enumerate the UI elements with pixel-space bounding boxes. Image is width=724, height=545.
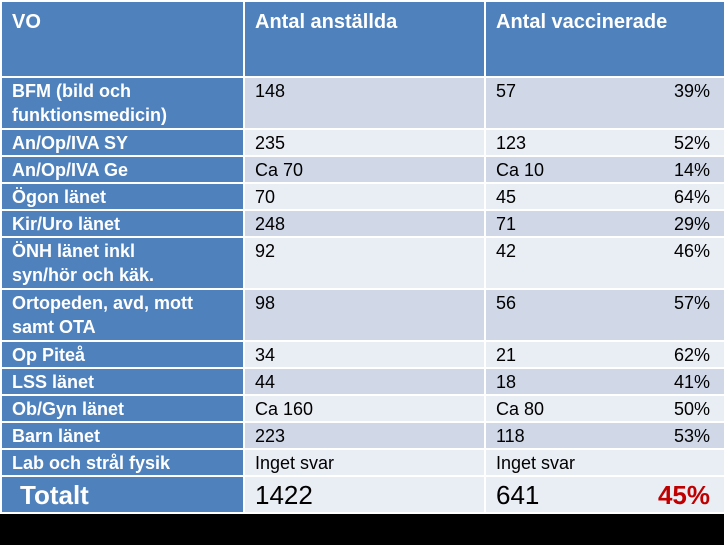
employees-cell: Ca 70 bbox=[243, 155, 486, 184]
table-body: BFM (bild och funktionsmedicin) 148 57 39% An… bbox=[0, 76, 724, 514]
table-row: Ob/Gyn länet Ca 160 Ca 80 50% bbox=[0, 394, 724, 423]
vaccinated-percent: 57% bbox=[673, 293, 710, 313]
employees-cell: Inget svar bbox=[243, 448, 486, 477]
vaccinated-count: 118 bbox=[496, 426, 525, 446]
vo-cell: BFM (bild och funktionsmedicin) bbox=[0, 76, 245, 130]
vaccinated-count: Ca 10 bbox=[496, 160, 545, 180]
vo-label-line: Op Piteå bbox=[12, 345, 86, 365]
vaccinated-count: 71 bbox=[496, 214, 517, 234]
vo-label-line: LSS länet bbox=[12, 372, 95, 392]
vo-cell: Kir/Uro länet bbox=[0, 209, 245, 238]
vaccinated-percent: 62% bbox=[673, 345, 710, 365]
vo-label-line: Barn länet bbox=[12, 426, 101, 446]
employees-cell: 92 bbox=[243, 236, 486, 290]
vaccinated-percent: 46% bbox=[673, 241, 710, 261]
vaccinated-cell: 71 29% bbox=[484, 209, 724, 238]
vo-cell: Ögon länet bbox=[0, 182, 245, 211]
header-employees: Antal anställda bbox=[243, 0, 486, 78]
vo-cell: An/Op/IVA Ge bbox=[0, 155, 245, 184]
employees-cell: 70 bbox=[243, 182, 486, 211]
vaccinated-percent: 50% bbox=[673, 399, 710, 419]
vaccinated-count: 42 bbox=[496, 241, 517, 261]
vo-cell: ÖNH länet inkl syn/hör och käk. bbox=[0, 236, 245, 290]
employees-cell: 44 bbox=[243, 367, 486, 396]
vaccinated-cell: 56 57% bbox=[484, 288, 724, 342]
vo-label-line: An/Op/IVA SY bbox=[12, 133, 129, 153]
vaccinated-percent: 29% bbox=[673, 214, 710, 234]
employees-cell: 34 bbox=[243, 340, 486, 369]
table-row: Ögon länet 70 45 64% bbox=[0, 182, 724, 211]
vaccinated-cell: 18 41% bbox=[484, 367, 724, 396]
vo-label-line: Ob/Gyn länet bbox=[12, 399, 125, 419]
vaccinated-percent: 64% bbox=[673, 187, 710, 207]
vaccinated-cell: 57 39% bbox=[484, 76, 724, 130]
employees-cell: 248 bbox=[243, 209, 486, 238]
vaccinated-percent: 14% bbox=[673, 160, 710, 180]
employees-cell: 98 bbox=[243, 288, 486, 342]
vo-label-line: BFM (bild och bbox=[12, 81, 131, 101]
table-row: Op Piteå 34 21 62% bbox=[0, 340, 724, 369]
total-row: Totalt 1422 641 45% bbox=[0, 475, 724, 514]
table-row: Lab och strål fysik Inget svar Inget svar bbox=[0, 448, 724, 477]
total-employees: 1422 bbox=[243, 475, 486, 514]
vo-cell: Ob/Gyn länet bbox=[0, 394, 245, 423]
table-row: Ortopeden, avd, mott samt OTA 98 56 57% bbox=[0, 288, 724, 342]
total-percent: 45% bbox=[657, 480, 710, 510]
employees-cell: 148 bbox=[243, 76, 486, 130]
vaccinated-count: 21 bbox=[496, 345, 517, 365]
vo-label-line: An/Op/IVA Ge bbox=[12, 160, 129, 180]
vo-label-line: ÖNH länet inkl bbox=[12, 241, 136, 261]
vo-cell: Lab och strål fysik bbox=[0, 448, 245, 477]
vo-cell: Op Piteå bbox=[0, 340, 245, 369]
employees-cell: Ca 160 bbox=[243, 394, 486, 423]
vo-label-line: Ortopeden, avd, mott bbox=[12, 293, 194, 313]
vaccination-table: VO Antal anställda Antal vaccinerade BFM… bbox=[0, 0, 724, 514]
vaccinated-count: 123 bbox=[496, 133, 527, 153]
table-row: Kir/Uro länet 248 71 29% bbox=[0, 209, 724, 238]
table-row: ÖNH länet inkl syn/hör och käk. 92 42 46% bbox=[0, 236, 724, 290]
vaccinated-cell: Ca 80 50% bbox=[484, 394, 724, 423]
table-row: Barn länet 223 118 53% bbox=[0, 421, 724, 450]
header-vaccinated: Antal vaccinerade bbox=[484, 0, 724, 78]
table-row: BFM (bild och funktionsmedicin) 148 57 39% bbox=[0, 76, 724, 130]
vo-label-line: samt OTA bbox=[12, 317, 96, 337]
vo-cell: LSS länet bbox=[0, 367, 245, 396]
vaccinated-cell: 45 64% bbox=[484, 182, 724, 211]
vaccinated-percent: 52% bbox=[673, 133, 710, 153]
employees-cell: 235 bbox=[243, 128, 486, 157]
vaccinated-count: 57 bbox=[496, 81, 517, 101]
vo-label-line: syn/hör och käk. bbox=[12, 265, 155, 285]
vaccinated-count: 56 bbox=[496, 293, 517, 313]
table-row: LSS länet 44 18 41% bbox=[0, 367, 724, 396]
vo-cell: Barn länet bbox=[0, 421, 245, 450]
table-row: An/Op/IVA SY 235 123 52% bbox=[0, 128, 724, 157]
vo-label-line: Ögon länet bbox=[12, 187, 106, 207]
table-row: An/Op/IVA Ge Ca 70 Ca 10 14% bbox=[0, 155, 724, 184]
vaccinated-cell: Inget svar bbox=[484, 448, 724, 477]
vaccinated-cell: 42 46% bbox=[484, 236, 724, 290]
header-vo: VO bbox=[0, 0, 245, 78]
total-label: Totalt bbox=[0, 475, 245, 514]
vaccinated-cell: 118 53% bbox=[484, 421, 724, 450]
vaccinated-percent: 53% bbox=[673, 426, 710, 446]
table-header-row: VO Antal anställda Antal vaccinerade bbox=[0, 0, 724, 78]
vaccinated-count: 45 bbox=[496, 187, 517, 207]
total-vaccinated: 641 bbox=[496, 480, 540, 510]
vaccinated-count: Ca 80 bbox=[496, 399, 545, 419]
vo-label-line: funktionsmedicin) bbox=[12, 105, 168, 125]
vo-cell: An/Op/IVA SY bbox=[0, 128, 245, 157]
vaccinated-percent: 41% bbox=[673, 372, 710, 392]
total-vaccinated-cell: 641 45% bbox=[484, 475, 724, 514]
vaccinated-count: Inget svar bbox=[496, 453, 576, 473]
vaccinated-count: 18 bbox=[496, 372, 517, 392]
vaccinated-percent: 39% bbox=[673, 81, 710, 101]
employees-cell: 223 bbox=[243, 421, 486, 450]
vo-label-line: Lab och strål fysik bbox=[12, 453, 171, 473]
vaccinated-cell: 123 52% bbox=[484, 128, 724, 157]
vo-label-line: Kir/Uro länet bbox=[12, 214, 121, 234]
vaccinated-cell: 21 62% bbox=[484, 340, 724, 369]
vo-cell: Ortopeden, avd, mott samt OTA bbox=[0, 288, 245, 342]
vaccinated-cell: Ca 10 14% bbox=[484, 155, 724, 184]
